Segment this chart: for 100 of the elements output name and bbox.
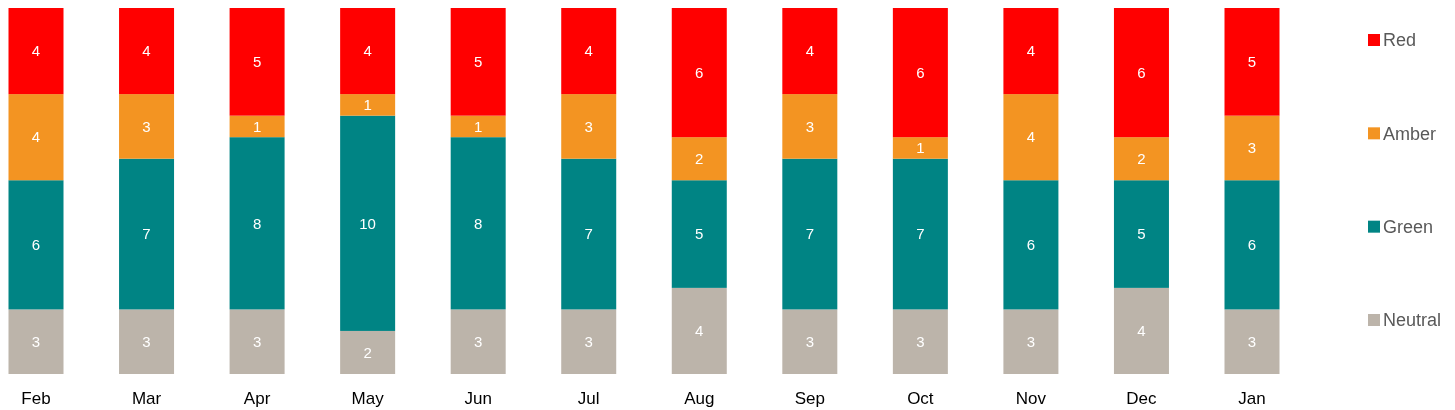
bar (1113, 287, 1169, 374)
bar (340, 115, 396, 331)
x-tick-label: Jun (464, 388, 492, 408)
data-label: 6 (1026, 236, 1036, 254)
bar (340, 330, 396, 374)
bar (1003, 8, 1059, 95)
x-tick-label: Aug (684, 388, 715, 408)
bar (8, 180, 64, 310)
legend-label: Neutral (1383, 310, 1442, 331)
data-label: 6 (1137, 63, 1146, 81)
data-label: 3 (584, 117, 593, 135)
bar (892, 137, 948, 159)
bar (229, 137, 285, 310)
data-label: 1 (252, 117, 262, 135)
bar (782, 94, 838, 159)
bar (561, 309, 617, 374)
bar (450, 8, 506, 116)
x-tick-label: Jan (1238, 388, 1266, 408)
data-label: 5 (1137, 225, 1146, 243)
data-label: 7 (142, 225, 151, 243)
bar (892, 8, 948, 138)
data-label: 3 (252, 332, 262, 350)
x-tick-label: Feb (21, 388, 51, 408)
data-label: 7 (584, 225, 593, 243)
data-label: 4 (584, 42, 593, 60)
data-label: 2 (1137, 149, 1146, 167)
bar (229, 309, 285, 374)
bar (229, 115, 285, 138)
bar (8, 94, 64, 181)
bar (1113, 8, 1169, 138)
data-label: 4 (1026, 128, 1036, 146)
bar (671, 180, 727, 288)
data-label: 3 (1026, 332, 1036, 350)
data-label: 8 (252, 214, 262, 232)
x-tick-label: Apr (243, 388, 271, 408)
data-label: 6 (31, 236, 41, 254)
x-tick-label: Sep (794, 388, 825, 408)
x-tick-label: Jul (577, 388, 600, 408)
data-label: 5 (252, 53, 262, 71)
bar (561, 158, 617, 310)
data-label: 1 (474, 117, 483, 135)
legend-label: Amber (1383, 123, 1437, 144)
x-tick-label: Mar (131, 388, 162, 408)
bar (8, 309, 64, 374)
bar (119, 158, 175, 310)
data-label: 2 (363, 343, 372, 361)
bar (1224, 180, 1280, 310)
data-label: 10 (359, 214, 376, 232)
data-label: 6 (916, 63, 925, 81)
legend-label: Green (1383, 216, 1434, 237)
bar (1003, 94, 1059, 181)
data-label: 4 (363, 42, 372, 60)
data-label: 3 (805, 117, 814, 135)
data-label: 1 (916, 139, 925, 157)
data-label: 3 (584, 332, 593, 350)
bar (119, 94, 175, 159)
data-label: 6 (695, 63, 704, 81)
data-label: 8 (474, 214, 483, 232)
bar (119, 309, 175, 374)
bar (671, 137, 727, 181)
bar (1224, 8, 1280, 116)
data-label: 4 (31, 42, 41, 60)
bar (450, 115, 506, 138)
legend-label: Red (1383, 30, 1417, 51)
data-label: 4 (1137, 322, 1146, 340)
data-label: 4 (31, 128, 41, 146)
bar (782, 158, 838, 310)
data-label: 4 (695, 322, 704, 340)
bar (782, 309, 838, 374)
bar (1113, 137, 1169, 181)
data-label: 3 (474, 332, 483, 350)
bar (1003, 180, 1059, 310)
bar (340, 8, 396, 95)
data-label: 7 (916, 225, 925, 243)
data-label: 2 (695, 149, 704, 167)
x-tick-label: May (351, 388, 385, 408)
data-label: 3 (142, 332, 151, 350)
x-tick-label: Nov (1015, 388, 1047, 408)
bar (782, 8, 838, 95)
bar (892, 158, 948, 310)
data-label: 5 (1247, 53, 1257, 71)
data-label: 4 (1026, 42, 1036, 60)
data-label: 1 (363, 96, 372, 114)
bar (1003, 309, 1059, 374)
data-label: 5 (474, 53, 483, 71)
bar (1224, 309, 1280, 374)
bar (1113, 180, 1169, 288)
data-label: 4 (805, 42, 814, 60)
data-label: 6 (1247, 236, 1257, 254)
x-tick-label: Oct (907, 388, 934, 408)
bar (340, 94, 396, 116)
bar (450, 309, 506, 374)
bar (8, 8, 64, 95)
bar (1224, 115, 1280, 181)
bar (229, 8, 285, 116)
bar (671, 8, 727, 138)
data-label: 3 (31, 332, 41, 350)
bar (892, 309, 948, 374)
data-label: 3 (1247, 139, 1257, 157)
data-label: 3 (805, 332, 814, 350)
